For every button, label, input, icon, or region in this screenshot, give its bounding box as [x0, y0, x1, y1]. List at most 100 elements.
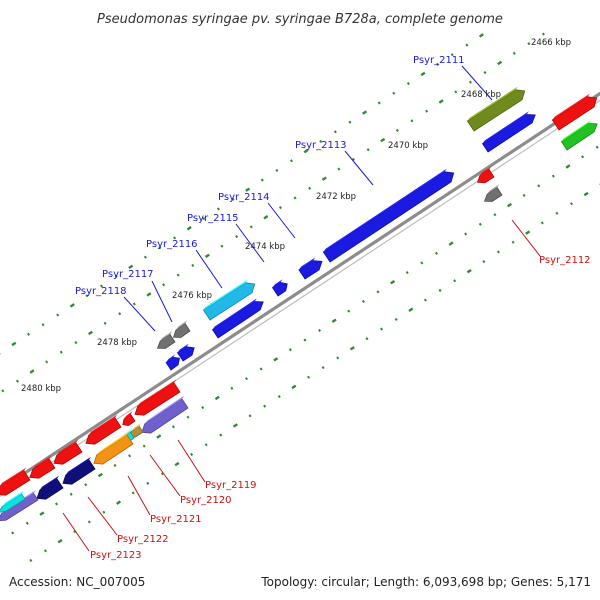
- gene-green-right[interactable]: [560, 120, 598, 151]
- gene-psyr-2115[interactable]: [271, 279, 288, 297]
- gene-psyr-2114-body[interactable]: [298, 260, 323, 280]
- gene-grey-2112b[interactable]: [483, 184, 503, 202]
- kbp-tick-2466: 2466 kbp: [531, 38, 571, 48]
- tick-dot: [394, 317, 398, 321]
- gene-label-psyr-2119[interactable]: Psyr_2119: [205, 480, 257, 491]
- gene-psyr-2116-b-body[interactable]: [211, 301, 264, 339]
- gene-psyr-2123-body[interactable]: [36, 478, 64, 500]
- label-leaders: [62, 65, 541, 552]
- gene-label-psyr-2118[interactable]: Psyr_2118: [75, 286, 127, 297]
- gene-grey-a[interactable]: [156, 331, 176, 349]
- gene-tan-small-body[interactable]: [128, 425, 144, 438]
- gene-psyr-2116-b[interactable]: [211, 298, 264, 339]
- tick-dot: [555, 211, 559, 215]
- tick-dot: [497, 60, 503, 66]
- gene-psyr-2118[interactable]: [165, 354, 180, 371]
- tick-dot: [45, 360, 49, 364]
- gene-label-psyr-2112[interactable]: Psyr_2112: [539, 255, 591, 266]
- gene-red-2122b-body[interactable]: [53, 442, 83, 465]
- gene-psyr-2122-body[interactable]: [62, 459, 96, 485]
- tick-dot: [103, 321, 107, 325]
- gene-red-left-body[interactable]: [0, 470, 31, 496]
- tick-dot: [1, 389, 5, 393]
- tick-dot: [87, 520, 91, 524]
- gene-label-psyr-2116[interactable]: Psyr_2116: [146, 239, 198, 250]
- gene-red-2123b-body[interactable]: [29, 458, 56, 479]
- gene-blue-2111b[interactable]: [481, 111, 536, 153]
- tick-dot: [69, 492, 73, 496]
- gene-green-right-body[interactable]: [560, 123, 598, 151]
- gene-psyr-2121-body[interactable]: [93, 434, 134, 465]
- map-title: Pseudomonas syringae pv. syringae B728a,…: [97, 12, 503, 27]
- gene-grey-b-bevel: [175, 320, 188, 330]
- tick-dot: [259, 367, 263, 371]
- tick-dot: [102, 510, 106, 514]
- gene-label-psyr-2113[interactable]: Psyr_2113: [295, 140, 347, 151]
- gene-psyr-2115-body[interactable]: [271, 282, 288, 297]
- gene-label-psyr-2121[interactable]: Psyr_2121: [150, 514, 202, 525]
- gene-label-psyr-2123[interactable]: Psyr_2123: [90, 550, 142, 561]
- gene-red-2119a-body[interactable]: [134, 382, 181, 416]
- gene-label-psyr-2122[interactable]: Psyr_2122: [117, 534, 169, 545]
- gene-red-2122b[interactable]: [53, 439, 83, 465]
- gene-psyr-2112[interactable]: [476, 166, 495, 184]
- gene-red-2119a[interactable]: [134, 379, 181, 416]
- tick-dot: [438, 99, 444, 104]
- gene-psyr-2122[interactable]: [62, 456, 96, 485]
- gene-grey-b-body[interactable]: [172, 322, 191, 338]
- tick-dot: [11, 531, 15, 535]
- gene-label-psyr-2115[interactable]: Psyr_2115: [187, 213, 239, 224]
- tick-dot: [231, 197, 235, 201]
- gene-psyr-2121-bevel: [96, 431, 130, 455]
- gene-psyr-2119-body[interactable]: [141, 398, 189, 434]
- gene-psyr-2117-body[interactable]: [176, 346, 195, 362]
- gene-psyr-2114[interactable]: [298, 257, 323, 280]
- gene-blue-2111b-body[interactable]: [481, 114, 536, 153]
- gene-psyr-2111[interactable]: [466, 86, 526, 132]
- tick-dot: [204, 443, 208, 447]
- leader-psyr-2122: [87, 496, 118, 536]
- tick-dot: [362, 110, 368, 115]
- gene-red-left[interactable]: [0, 467, 31, 496]
- gene-psyr-2116-a-body[interactable]: [202, 282, 256, 321]
- tick-dot: [100, 284, 104, 288]
- gene-cyan-left-body[interactable]: [0, 493, 26, 513]
- gene-psyr-2112-body[interactable]: [476, 168, 495, 184]
- gene-red-2123b[interactable]: [29, 455, 56, 479]
- gene-grey-2112b-body[interactable]: [483, 186, 503, 202]
- gene-red-small-body[interactable]: [122, 413, 136, 426]
- gene-psyr-2115-bevel: [272, 279, 283, 288]
- gene-psyr-2119-bevel: [144, 395, 185, 424]
- gene-red-right[interactable]: [551, 93, 598, 131]
- gene-red-2121b[interactable]: [85, 414, 122, 445]
- gene-psyr-2118-bevel: [166, 354, 176, 363]
- gene-red-right-body[interactable]: [551, 96, 598, 131]
- gene-red-2121b-body[interactable]: [85, 417, 122, 445]
- gene-psyr-2113[interactable]: [322, 168, 455, 263]
- gene-grey-a-body[interactable]: [156, 333, 176, 349]
- gene-psyr-2113-body[interactable]: [322, 171, 455, 263]
- tick-dot: [438, 288, 442, 293]
- tick-dot: [436, 62, 440, 66]
- gene-label-psyr-2117[interactable]: Psyr_2117: [102, 269, 154, 280]
- gene-psyr-2121[interactable]: [93, 431, 134, 465]
- tick-dot: [336, 356, 340, 360]
- gene-psyr-2118-body[interactable]: [165, 356, 180, 371]
- gene-psyr-2119[interactable]: [141, 395, 189, 434]
- tick-dot: [540, 221, 544, 225]
- gene-psyr-2123[interactable]: [36, 475, 64, 500]
- tick-dot: [232, 423, 238, 428]
- tick-dot: [570, 202, 574, 206]
- gene-psyr-2116-a[interactable]: [202, 279, 256, 321]
- gene-psyr-2117[interactable]: [176, 343, 195, 362]
- gene-red-2122b-bevel: [56, 439, 79, 456]
- gene-psyr-2111-body[interactable]: [466, 89, 526, 132]
- gene-purple-left-body[interactable]: [0, 492, 39, 521]
- gene-tan-small[interactable]: [128, 422, 144, 438]
- gene-red-small[interactable]: [122, 411, 136, 426]
- gene-label-psyr-2120[interactable]: Psyr_2120: [180, 495, 232, 506]
- gene-cyan-left[interactable]: [0, 490, 26, 513]
- gene-label-psyr-2114[interactable]: Psyr_2114: [218, 192, 270, 203]
- gene-label-psyr-2111[interactable]: Psyr_2111: [413, 55, 465, 66]
- gene-grey-b[interactable]: [172, 320, 191, 338]
